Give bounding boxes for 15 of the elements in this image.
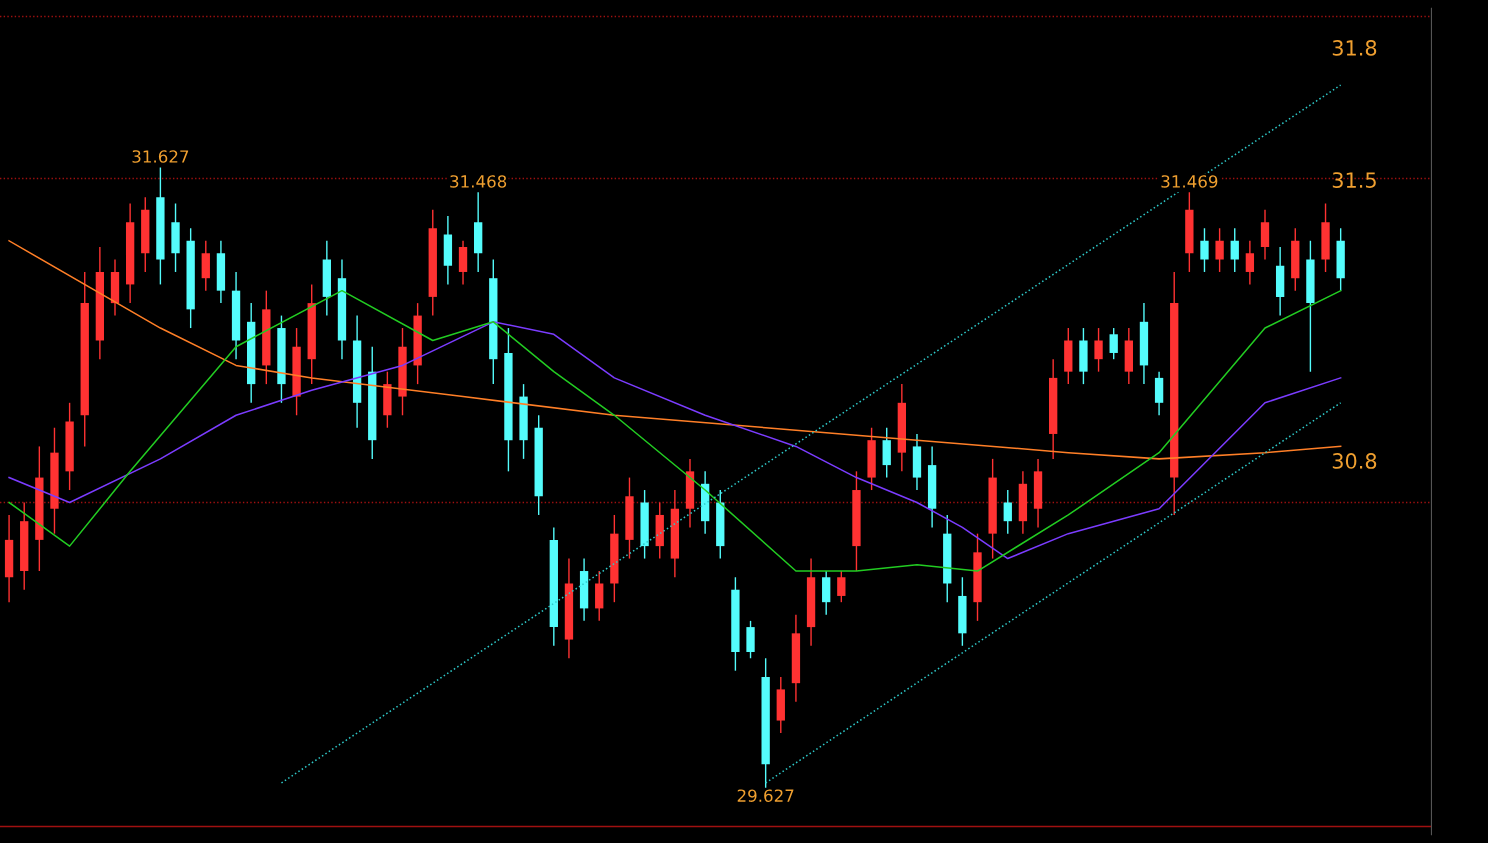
- candlestick: [1003, 489, 1012, 535]
- annotation: 31.627: [132, 150, 189, 163]
- annotation: 31.468: [450, 175, 507, 188]
- candlestick: [1109, 327, 1118, 360]
- candlestick: [1215, 227, 1224, 273]
- candlestick: [1230, 227, 1239, 273]
- text: 31.8: [1332, 40, 1377, 56]
- candlestick: [1200, 227, 1209, 273]
- candlestick: [1094, 327, 1103, 373]
- annotation: 29.627: [737, 789, 794, 802]
- annotation: 31.469: [1161, 175, 1218, 188]
- candlestick: [837, 570, 846, 603]
- annotation: 30.8: [1332, 453, 1377, 469]
- candlestick: [1245, 240, 1255, 286]
- annotation: 31.5: [1332, 172, 1376, 188]
